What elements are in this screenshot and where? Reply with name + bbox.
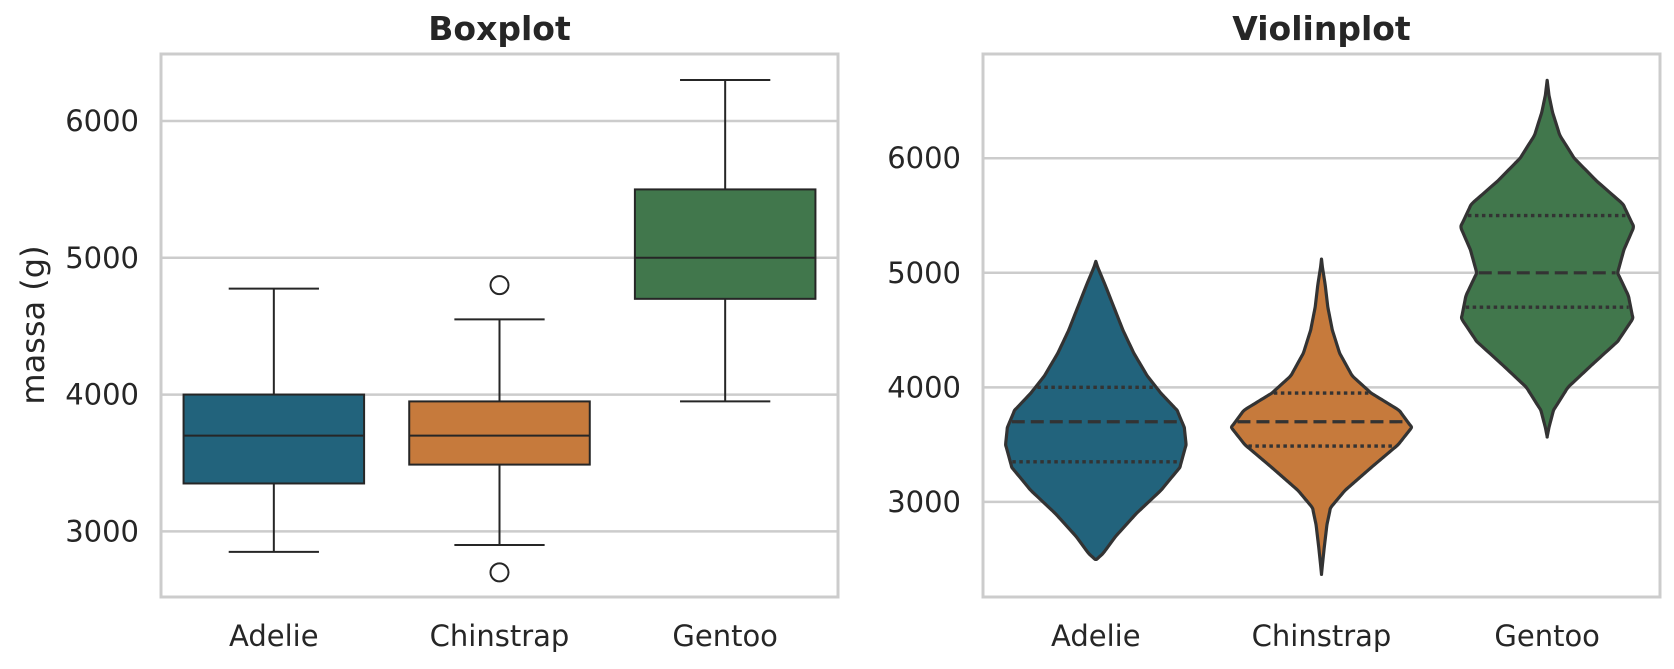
violin-body (1459, 78, 1635, 439)
boxplot-title: Boxplot (428, 9, 571, 48)
ytick-label-6000: 6000 (65, 104, 139, 138)
violinplot-marks (1004, 78, 1635, 577)
violinplot-panel: 3000 4000 5000 6000 Adelie Chinstrap Gentoo V… (887, 9, 1662, 653)
xtick-label-gentoo: Gentoo (1494, 619, 1600, 653)
xtick-label-adelie: Adelie (229, 619, 319, 653)
box-gentoo (633, 78, 817, 403)
ytick-label-4000: 4000 (65, 378, 139, 412)
boxplot-xtick-labels: Adelie Chinstrap Gentoo (229, 619, 778, 653)
ytick-label-3000: 3000 (65, 514, 139, 548)
iqr-box (182, 393, 366, 485)
violin-adelie (1004, 259, 1188, 562)
boxplot-ytick-labels: 3000 4000 5000 6000 (65, 104, 139, 548)
xtick-label-gentoo: Gentoo (672, 619, 778, 653)
ytick-label-3000: 3000 (887, 485, 961, 519)
ytick-label-6000: 6000 (887, 141, 961, 175)
iqr-box (408, 400, 591, 466)
xtick-label-chinstrap: Chinstrap (430, 619, 570, 653)
ytick-label-5000: 5000 (887, 256, 961, 290)
violin-chinstrap (1229, 257, 1414, 577)
xtick-label-chinstrap: Chinstrap (1252, 619, 1392, 653)
violin-gentoo (1459, 78, 1635, 439)
box-adelie (182, 287, 366, 553)
violinplot-frame (981, 52, 1662, 599)
boxplot-marks (182, 78, 817, 583)
outlier-point (489, 562, 510, 583)
violinplot-title: Violinplot (1232, 9, 1411, 48)
boxplot-frame (159, 52, 840, 599)
xtick-label-adelie: Adelie (1051, 619, 1141, 653)
box-chinstrap (408, 275, 591, 583)
ytick-label-4000: 4000 (887, 370, 961, 404)
iqr-box (633, 188, 817, 300)
boxplot-ylabel: massa (g) (14, 245, 52, 404)
violin-body (1229, 257, 1414, 577)
ytick-label-5000: 5000 (65, 241, 139, 275)
violin-body (1004, 259, 1188, 562)
violinplot-ytick-labels: 3000 4000 5000 6000 (887, 141, 961, 519)
violinplot-xtick-labels: Adelie Chinstrap Gentoo (1051, 619, 1600, 653)
outlier-point (489, 275, 510, 296)
boxplot-panel: 3000 4000 5000 6000 Adelie Chinstrap Gentoo B… (14, 9, 840, 653)
